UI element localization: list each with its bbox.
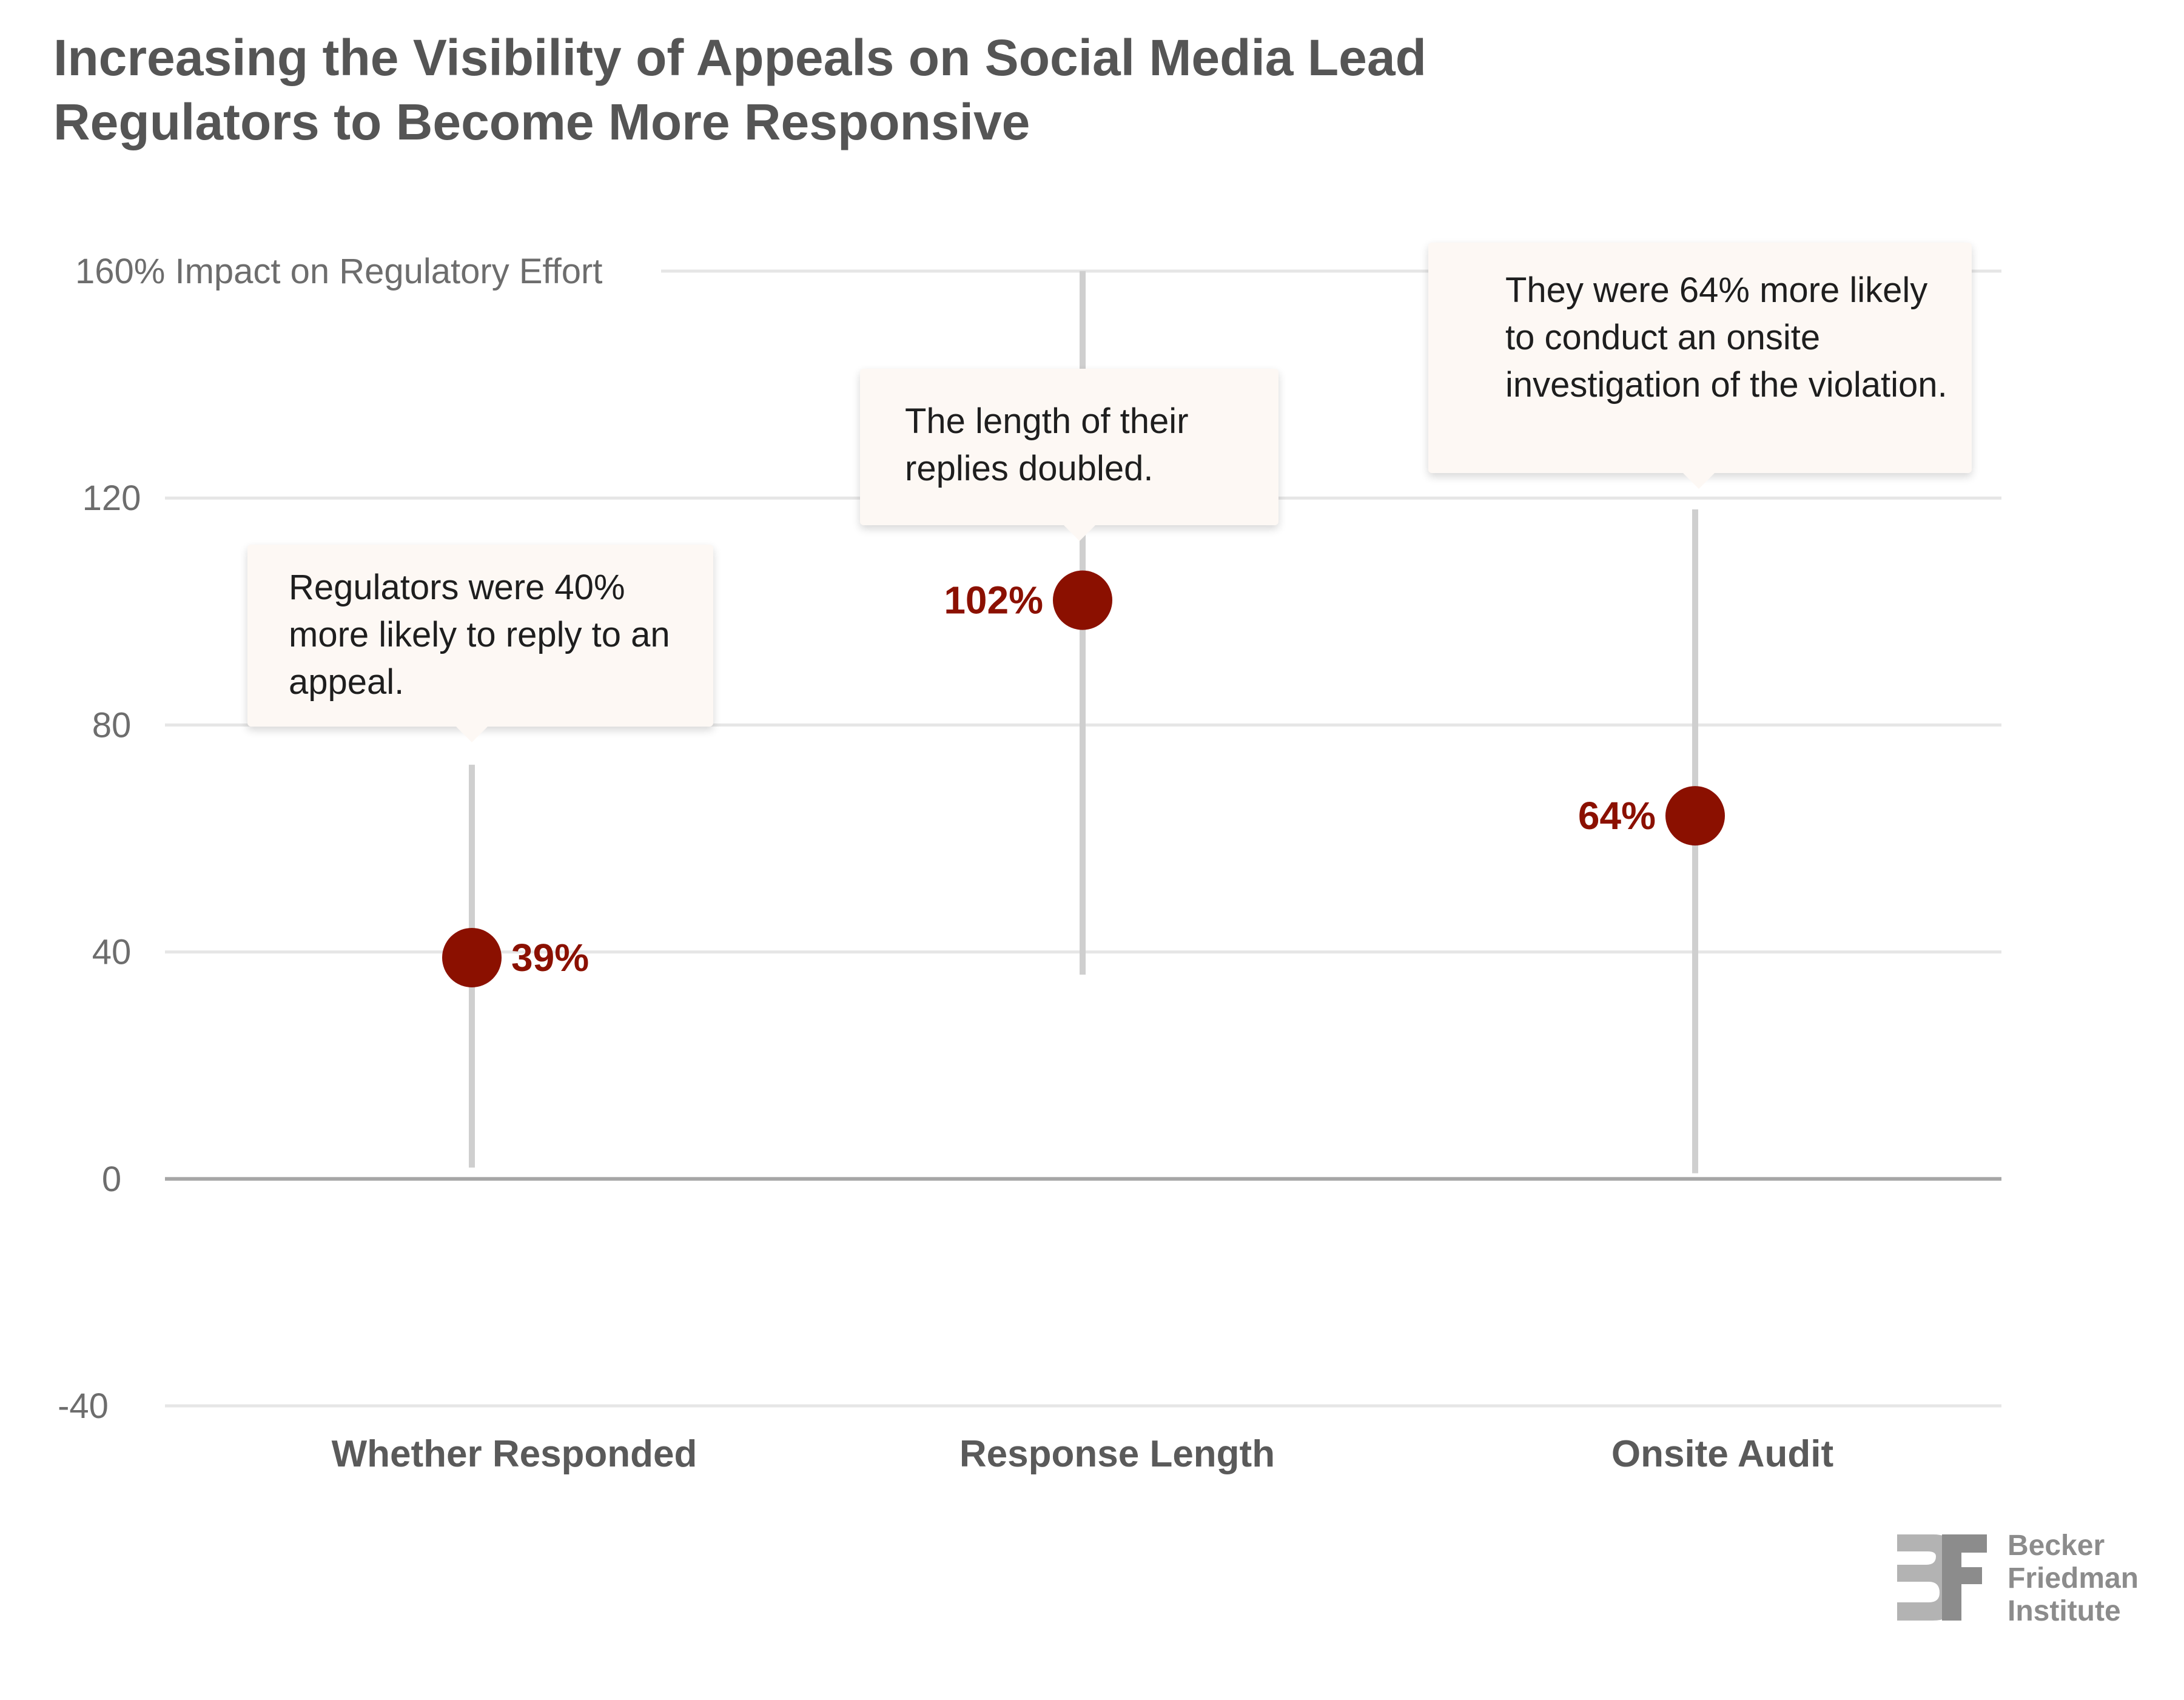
y-tick-label: 80 — [92, 705, 132, 745]
logo-line-friedman: Friedman — [2008, 1562, 2139, 1594]
value-labels: 39% 102% 64% — [511, 579, 1656, 979]
becker-friedman-logo: Becker Friedman Institute — [1891, 1530, 2164, 1633]
data-point-2 — [1665, 786, 1725, 846]
value-label-1: 102% — [944, 579, 1043, 622]
category-labels: Whether Responded Response Length Onsite A… — [332, 1433, 1834, 1475]
logo-line-becker: Becker — [2008, 1530, 2105, 1562]
annotation-callout-whether-responded: Regulators were 40% more likely to reply… — [247, 545, 713, 742]
y-axis-ticks: -40 0 40 80 120 160% Impact on Regulatory Eff… — [58, 252, 602, 1426]
data-point-0 — [442, 927, 502, 987]
data-points — [442, 570, 1725, 987]
y-tick-label: -40 — [58, 1386, 109, 1426]
annotation-callout-onsite-audit: They were 64% more likely to conduct an … — [1428, 243, 1972, 489]
chart-title: Increasing the Visibility of Appeals on … — [53, 29, 1426, 150]
category-label-0: Whether Responded — [332, 1433, 697, 1475]
y-tick-label: 120 — [82, 479, 141, 518]
category-label-1: Response Length — [959, 1433, 1275, 1475]
category-label-2: Onsite Audit — [1611, 1433, 1833, 1475]
bf-logo-mark-icon — [1897, 1534, 1987, 1621]
y-tick-label: 40 — [92, 933, 132, 972]
data-point-1 — [1053, 570, 1112, 630]
y-tick-label: 160% Impact on Regulatory Effort — [75, 252, 602, 291]
y-tick-label: 0 — [102, 1160, 121, 1199]
value-label-2: 64% — [1578, 794, 1656, 838]
annotation-callout-response-length: The length of their replies doubled. — [860, 369, 1278, 541]
logo-line-institute: Institute — [2008, 1595, 2121, 1627]
value-label-0: 39% — [511, 936, 589, 979]
